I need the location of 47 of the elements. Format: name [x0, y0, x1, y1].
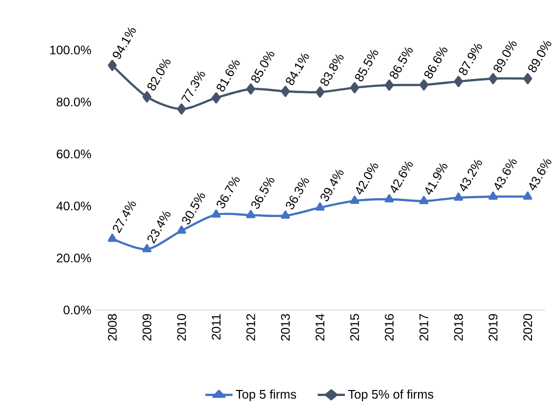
point [142, 91, 152, 102]
y-tick-label: 40.0% [56, 202, 92, 210]
point [315, 202, 325, 211]
x-tick-label: 2009 [142, 314, 152, 341]
point [176, 226, 186, 234]
y-tick-label: 100.0% [50, 46, 92, 54]
point [419, 79, 428, 90]
x-tick-label: 2016 [384, 314, 394, 341]
y-tick-label: 0.0% [64, 306, 92, 314]
point [419, 196, 428, 204]
point [316, 86, 324, 98]
point [350, 196, 360, 204]
point [246, 210, 256, 218]
point [212, 210, 221, 218]
x-tick-label: 2018 [454, 314, 463, 341]
y-tick-label: 20.0% [56, 254, 92, 262]
x-tick-label: 2012 [246, 314, 256, 341]
x-tick-label: 2014 [316, 314, 324, 341]
point [108, 60, 117, 71]
point [384, 80, 394, 91]
x-tick-label: 2008 [108, 314, 117, 341]
point [523, 73, 532, 84]
x-tick-label: 2011 [212, 314, 221, 340]
point [108, 234, 117, 242]
point [177, 103, 186, 115]
point [454, 76, 463, 88]
legend-label: Top 5% of firms [348, 390, 434, 402]
point [142, 244, 152, 252]
x-tick-label: 2013 [280, 314, 290, 341]
point [350, 82, 360, 94]
y-tick-label: 60.0% [56, 150, 92, 158]
legend-label: Top 5 firms [236, 390, 296, 402]
point [488, 73, 498, 84]
point [280, 86, 290, 97]
point [280, 210, 290, 219]
point [246, 83, 256, 95]
y-tick-label: 80.0% [56, 98, 92, 106]
x-tick-label: 2017 [419, 314, 428, 341]
x-tick-label: 2019 [488, 314, 498, 341]
point [523, 192, 532, 200]
x-tick-label: 2020 [523, 314, 532, 341]
point [212, 92, 221, 104]
x-tick-label: 2010 [177, 314, 186, 341]
point [384, 194, 394, 202]
x-tick-label: 2015 [350, 314, 360, 341]
point [454, 192, 464, 201]
point [488, 192, 498, 200]
